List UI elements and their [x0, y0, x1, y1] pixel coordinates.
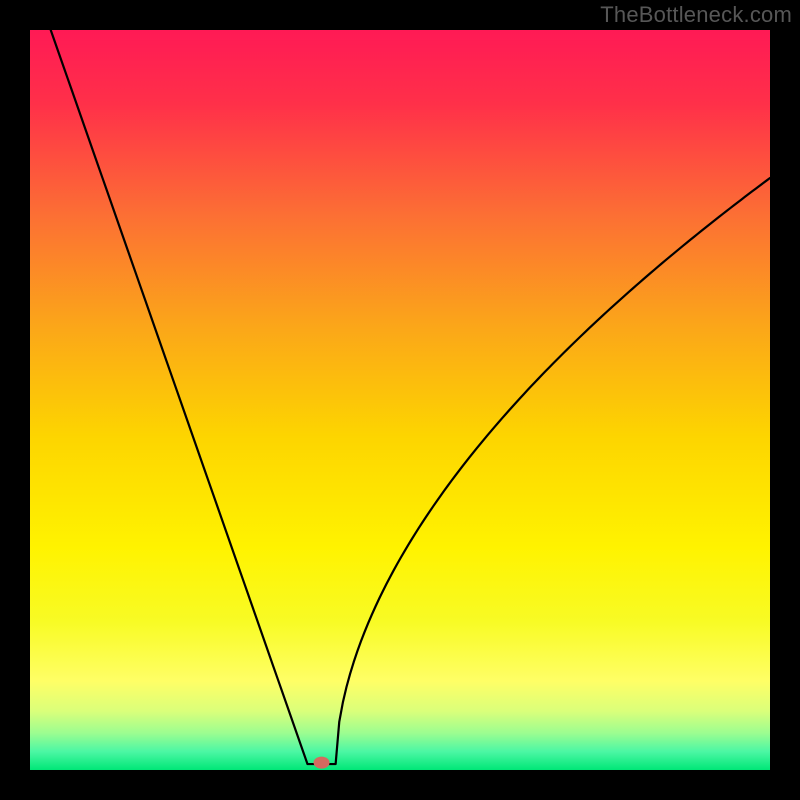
watermark-text: TheBottleneck.com — [600, 2, 792, 28]
chart-container: TheBottleneck.com — [0, 0, 800, 800]
bottleneck-chart — [0, 0, 800, 800]
optimal-point-marker — [314, 757, 330, 769]
plot-area — [30, 30, 770, 770]
gradient-background — [30, 30, 770, 770]
